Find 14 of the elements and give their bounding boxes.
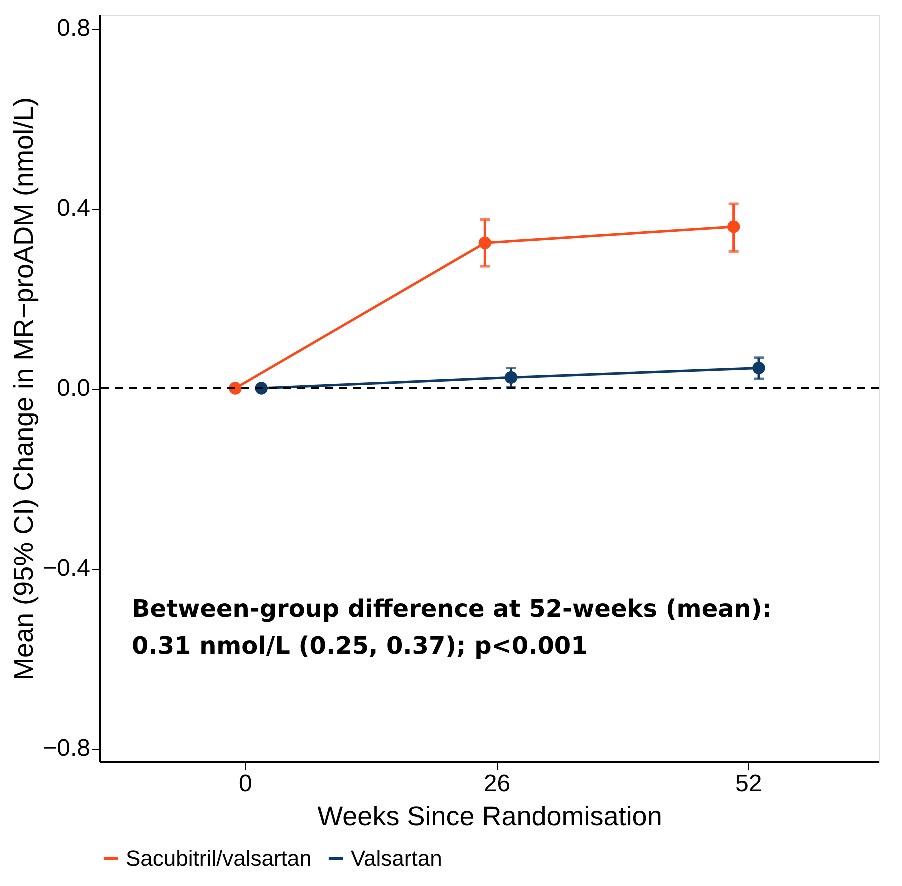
legend-label: Valsartan: [351, 846, 442, 871]
x-tick-label: 26: [484, 770, 511, 798]
y-tick-label: 0.0: [57, 375, 90, 402]
annotation: Between-group difference at 52-weeks (mean):: [132, 595, 772, 623]
x-tick-label: 0: [238, 770, 252, 798]
y-tick-label: −0.4: [43, 555, 90, 582]
legend-label: Sacubitril/valsartan: [126, 846, 312, 871]
y-tick-label: 0.8: [57, 15, 90, 42]
x-axis-title: Weeks Since Randomisation: [318, 802, 662, 832]
x-tick-label: 52: [736, 770, 762, 798]
y-axis-title: Mean (95% CI) Change in MR−proADM (nmol/L): [9, 98, 40, 680]
y-tick-label: 0.4: [57, 195, 90, 222]
annotation: 0.31 nmol/L (0.25, 0.37); p<0.001: [132, 632, 588, 660]
y-tick-label: −0.8: [43, 735, 90, 762]
